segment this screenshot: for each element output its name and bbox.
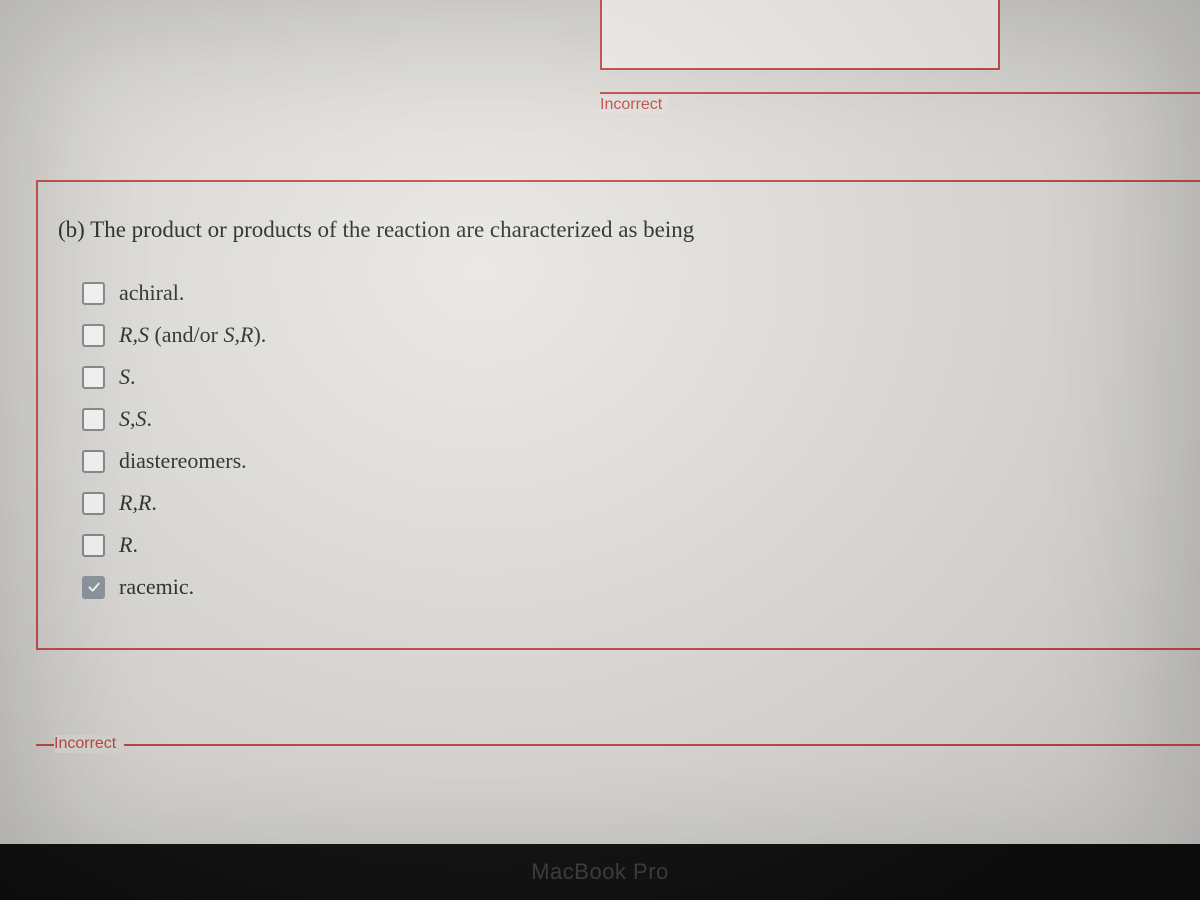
- option-label: R,S (and/or S,R).: [119, 322, 266, 348]
- laptop-model-label: MacBook Pro: [531, 859, 669, 885]
- question-feedback-rule: Incorrect: [36, 744, 1200, 746]
- options-list: achiral. R,S (and/or S,R). S. S,S. diastereo…: [38, 280, 1200, 628]
- option-checkbox[interactable]: [82, 366, 105, 389]
- check-icon: [86, 579, 102, 595]
- question-feedback-label: Incorrect: [54, 735, 124, 753]
- question-box: (b) The product or products of the react…: [36, 180, 1200, 650]
- option-checkbox[interactable]: [82, 534, 105, 557]
- option-checkbox[interactable]: [82, 450, 105, 473]
- screen: Incorrect (b) The product or products of…: [0, 0, 1200, 900]
- option-checkbox[interactable]: [82, 282, 105, 305]
- option-row[interactable]: R,S (and/or S,R).: [82, 322, 1200, 348]
- option-row[interactable]: racemic.: [82, 574, 1200, 600]
- option-row[interactable]: R.: [82, 532, 1200, 558]
- option-checkbox[interactable]: [82, 576, 105, 599]
- option-row[interactable]: S.: [82, 364, 1200, 390]
- previous-feedback-label: Incorrect: [600, 96, 668, 114]
- option-row[interactable]: diastereomers.: [82, 448, 1200, 474]
- option-label: S.: [119, 364, 136, 390]
- question-prompt: (b) The product or products of the react…: [38, 182, 1200, 280]
- option-label: R,R.: [119, 490, 157, 516]
- option-row[interactable]: S,S.: [82, 406, 1200, 432]
- option-checkbox[interactable]: [82, 408, 105, 431]
- previous-feedback-rule: [600, 92, 1200, 94]
- option-label: R.: [119, 532, 138, 558]
- option-row[interactable]: achiral.: [82, 280, 1200, 306]
- option-label: racemic.: [119, 574, 194, 600]
- option-label: achiral.: [119, 280, 184, 306]
- option-checkbox[interactable]: [82, 492, 105, 515]
- option-label: diastereomers.: [119, 448, 247, 474]
- option-checkbox[interactable]: [82, 324, 105, 347]
- option-row[interactable]: R,R.: [82, 490, 1200, 516]
- option-label: S,S.: [119, 406, 152, 432]
- previous-answer-box: [600, 0, 1000, 70]
- laptop-bezel: MacBook Pro: [0, 844, 1200, 900]
